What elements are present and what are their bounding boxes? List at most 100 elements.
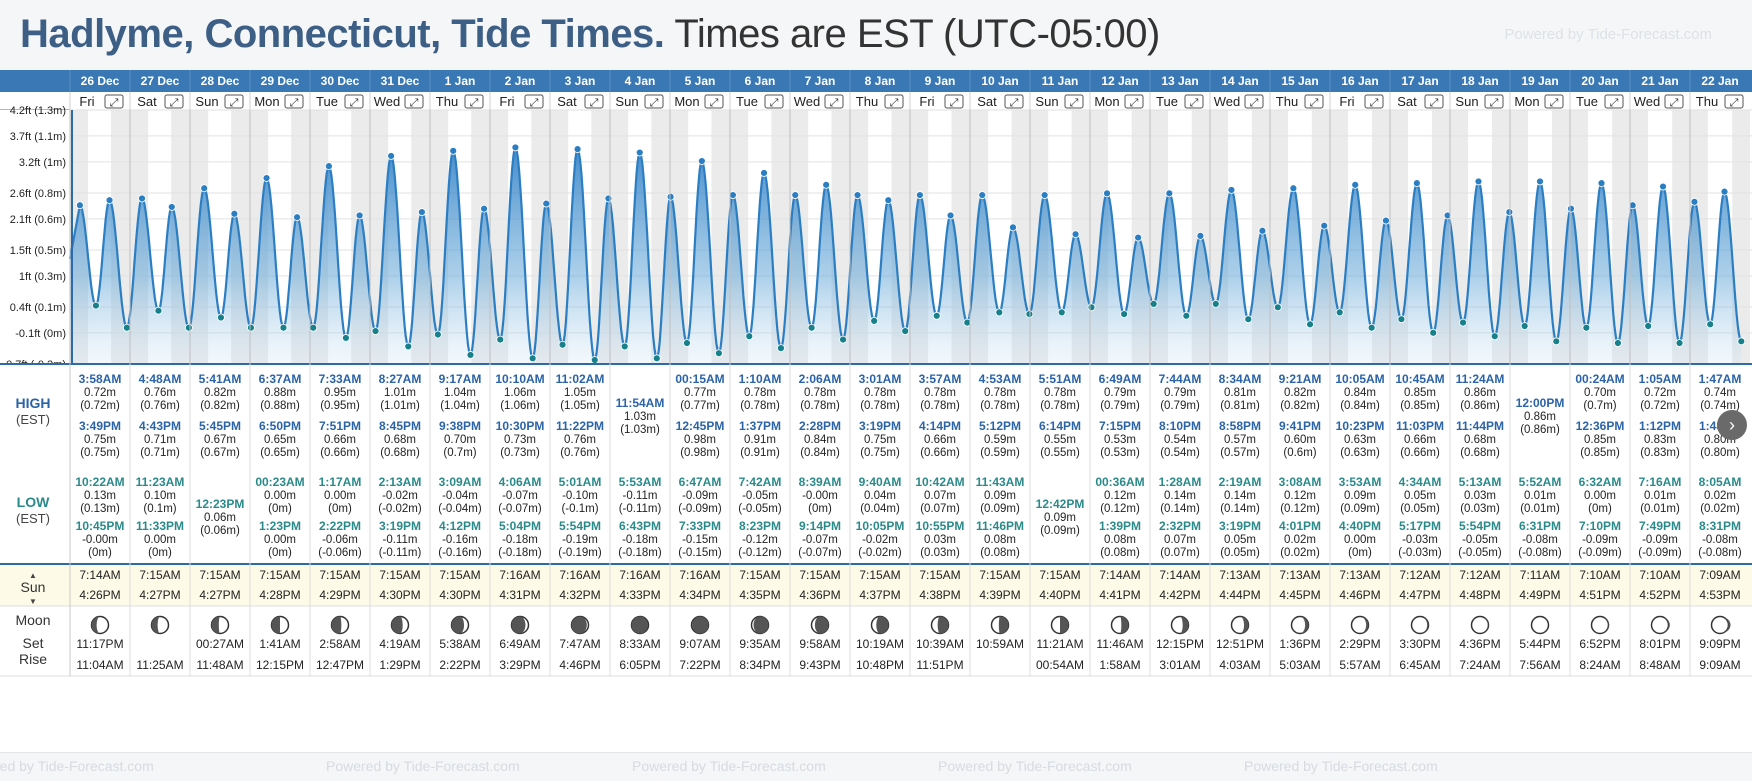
high-tide-point[interactable]: [449, 146, 458, 155]
low-tide-point[interactable]: [1149, 300, 1158, 308]
expand-day-button[interactable]: [164, 94, 184, 109]
low-tide-point[interactable]: [901, 327, 910, 336]
high-tide-point[interactable]: [1597, 179, 1606, 188]
high-tide-point[interactable]: [480, 204, 488, 213]
low-tide-point[interactable]: [342, 334, 350, 342]
high-tide-point[interactable]: [1040, 191, 1049, 199]
expand-day-button[interactable]: [464, 94, 484, 109]
low-tide-point[interactable]: [122, 323, 131, 332]
expand-day-button[interactable]: [944, 94, 964, 109]
low-tide-point[interactable]: [683, 339, 691, 347]
high-tide-point[interactable]: [1443, 211, 1452, 220]
low-tide-point[interactable]: [1614, 339, 1622, 347]
low-tide-point[interactable]: [745, 332, 754, 341]
expand-day-button[interactable]: [1604, 94, 1624, 109]
high-tide-point[interactable]: [355, 211, 364, 220]
expand-day-button[interactable]: [1304, 94, 1324, 109]
low-tide-point[interactable]: [279, 323, 288, 332]
high-tide-point[interactable]: [1474, 177, 1483, 186]
high-tide-point[interactable]: [1412, 179, 1421, 188]
high-tide-point[interactable]: [511, 143, 520, 152]
low-tide-point[interactable]: [839, 335, 847, 344]
low-tide-point[interactable]: [247, 323, 255, 332]
expand-day-button[interactable]: [1424, 94, 1444, 109]
low-tide-point[interactable]: [558, 340, 567, 349]
low-tide-point[interactable]: [528, 354, 537, 363]
low-tide-point[interactable]: [963, 318, 972, 327]
low-tide-point[interactable]: [1335, 308, 1344, 317]
high-tide-point[interactable]: [1071, 230, 1080, 239]
low-tide-point[interactable]: [1706, 320, 1715, 329]
high-tide-point[interactable]: [915, 191, 924, 199]
low-tide-point[interactable]: [777, 344, 785, 353]
high-tide-point[interactable]: [1505, 208, 1514, 216]
expand-day-button[interactable]: [764, 94, 784, 109]
low-tide-point[interactable]: [1552, 337, 1561, 346]
low-tide-point[interactable]: [1397, 315, 1406, 324]
low-tide-point[interactable]: [1211, 300, 1220, 308]
high-tide-point[interactable]: [1320, 221, 1329, 230]
high-tide-point[interactable]: [791, 191, 800, 199]
expand-day-button[interactable]: [824, 94, 844, 109]
high-tide-point[interactable]: [697, 157, 706, 165]
expand-day-button[interactable]: [344, 94, 364, 109]
low-tide-point[interactable]: [1273, 303, 1282, 312]
powered-by-top[interactable]: Powered by Tide-Forecast.com: [1504, 26, 1712, 43]
low-tide-point[interactable]: [184, 323, 193, 332]
high-tide-point[interactable]: [1103, 189, 1111, 198]
low-tide-point[interactable]: [154, 306, 163, 315]
low-tide-point[interactable]: [466, 351, 475, 359]
high-tide-point[interactable]: [1536, 177, 1544, 186]
high-tide-point[interactable]: [138, 194, 146, 203]
expand-day-button[interactable]: [1724, 94, 1744, 109]
high-tide-point[interactable]: [946, 211, 955, 220]
low-tide-point[interactable]: [714, 349, 723, 358]
high-tide-point[interactable]: [1628, 201, 1637, 210]
expand-day-button[interactable]: [1484, 94, 1504, 109]
high-tide-point[interactable]: [978, 191, 987, 199]
low-tide-point[interactable]: [870, 317, 879, 325]
low-tide-point[interactable]: [1367, 323, 1376, 332]
high-tide-point[interactable]: [822, 180, 831, 189]
expand-day-button[interactable]: [1004, 94, 1024, 109]
high-tide-point[interactable]: [1382, 216, 1390, 225]
expand-day-button[interactable]: [1544, 94, 1564, 109]
high-tide-point[interactable]: [853, 191, 862, 199]
high-tide-point[interactable]: [1258, 226, 1267, 235]
high-tide-point[interactable]: [1659, 182, 1667, 191]
low-tide-point[interactable]: [1520, 322, 1529, 330]
high-tide-point[interactable]: [262, 174, 271, 182]
high-tide-point[interactable]: [666, 192, 675, 201]
expand-day-button[interactable]: [224, 94, 244, 109]
expand-day-button[interactable]: [704, 94, 724, 109]
expand-day-button[interactable]: [524, 94, 544, 109]
low-tide-point[interactable]: [620, 342, 629, 351]
high-tide-point[interactable]: [1165, 189, 1174, 198]
low-tide-point[interactable]: [1429, 328, 1438, 337]
expand-day-button[interactable]: [1064, 94, 1084, 109]
high-tide-point[interactable]: [1009, 223, 1017, 232]
powered-by-watermark[interactable]: Powered by Tide-Forecast.com: [326, 758, 520, 774]
low-tide-point[interactable]: [1087, 303, 1096, 312]
low-tide-point[interactable]: [1244, 315, 1253, 324]
low-tide-point[interactable]: [652, 354, 661, 363]
expand-day-button[interactable]: [284, 94, 304, 109]
expand-day-button[interactable]: [1664, 94, 1684, 109]
high-tide-point[interactable]: [167, 203, 176, 211]
powered-by-watermark[interactable]: Powered by Tide-Forecast.com: [1244, 758, 1438, 774]
scroll-right-button[interactable]: ›: [1717, 410, 1747, 440]
high-tide-point[interactable]: [604, 194, 613, 203]
low-tide-point[interactable]: [1675, 339, 1684, 347]
high-tide-point[interactable]: [105, 196, 114, 205]
low-tide-point[interactable]: [433, 330, 442, 339]
low-tide-point[interactable]: [1057, 308, 1066, 317]
low-tide-point[interactable]: [371, 327, 380, 336]
expand-day-button[interactable]: [884, 94, 904, 109]
expand-day-button[interactable]: [1124, 94, 1144, 109]
high-tide-point[interactable]: [1227, 186, 1236, 194]
low-tide-point[interactable]: [92, 301, 100, 310]
low-tide-point[interactable]: [1306, 320, 1314, 329]
high-tide-point[interactable]: [417, 208, 426, 216]
powered-by-watermark[interactable]: Powered by Tide-Forecast.com: [0, 758, 154, 774]
expand-day-button[interactable]: [584, 94, 604, 109]
